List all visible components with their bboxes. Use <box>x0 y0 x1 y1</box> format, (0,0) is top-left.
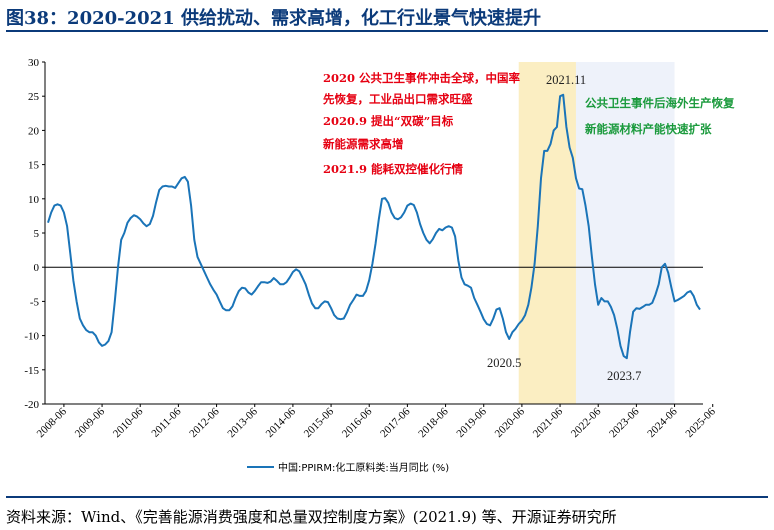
annotation-red-3: 2020.9 提出“双碳”目标 <box>323 114 454 128</box>
point-label-1: 2021.11 <box>546 73 586 87</box>
x-tick-label: 2011-06 <box>149 405 183 439</box>
x-tick-label: 2017-06 <box>378 405 413 440</box>
y-tick-label: 5 <box>34 228 40 240</box>
shaded-bands <box>518 62 675 404</box>
y-tick-label: -5 <box>30 296 40 308</box>
y-tick-label: 0 <box>34 262 40 274</box>
y-tick-label: 30 <box>28 57 40 69</box>
legend-label: 中国:PPIRM:化工原料类:当月同比 (%) <box>278 461 449 474</box>
x-tick-label: 2010-06 <box>111 405 146 440</box>
chart-legend: 中国:PPIRM:化工原料类:当月同比 (%) <box>247 461 449 474</box>
annotation-green-2: 新能源材料产能快速扩张 <box>585 122 712 136</box>
x-tick-label: 2009-06 <box>73 405 108 440</box>
x-tick-label: 2018-06 <box>416 405 451 440</box>
x-tick-label: 2024-06 <box>645 405 680 440</box>
x-tick-label: 2014-06 <box>264 405 299 440</box>
x-tick-label: 2016-06 <box>340 405 375 440</box>
title-underline <box>6 30 768 32</box>
x-tick-label: 2019-06 <box>454 405 489 440</box>
shaded-region-1 <box>518 62 576 404</box>
chart-title: 图38：2020-2021 供给扰动、需求高增，化工行业景气快速提升 <box>6 8 541 29</box>
x-tick-label: 2020-06 <box>493 405 528 440</box>
x-tick-label: 2025-06 <box>683 405 718 440</box>
source-note: 资料来源：Wind、《完善能源消费强度和总量双控制度方案》(2021.9) 等、… <box>6 508 617 526</box>
shaded-region-2 <box>575 62 675 404</box>
x-tick-label: 2021-06 <box>531 405 566 440</box>
x-tick-label: 2012-06 <box>187 405 222 440</box>
y-tick-label: -10 <box>24 331 39 343</box>
annotation-red-1: 2020 公共卫生事件冲击全球，中国率 <box>323 71 521 85</box>
x-tick-label: 2023-06 <box>607 405 642 440</box>
footer-rule <box>6 496 768 498</box>
x-tick-label: 2013-06 <box>225 405 260 440</box>
x-tick-label: 2008-06 <box>35 405 70 440</box>
annotation-red-2: 先恢复，工业品出口需求旺盛 <box>323 92 473 106</box>
series-lines <box>47 93 701 360</box>
annotation-red-4: 新能源需求高增 <box>323 137 404 151</box>
annotation-red-5: 2021.9 能耗双控催化行情 <box>323 162 464 176</box>
y-tick-label: 10 <box>28 194 40 206</box>
annotation-green-1: 公共卫生事件后海外生产恢复 <box>585 96 735 110</box>
y-tick-labels: 30 25 20 15 10 5 0 -5 -10 -15 -20 <box>24 57 45 411</box>
y-tick-label: 20 <box>28 125 40 137</box>
point-label-3: 2023.7 <box>607 369 641 383</box>
y-tick-label: 15 <box>28 160 40 172</box>
x-tick-label: 2015-06 <box>302 405 337 440</box>
point-label-2: 2020.5 <box>487 356 521 370</box>
x-tick-labels: 2008-06 2009-06 2010-06 2011-06 2012-06 2013-… <box>35 404 718 440</box>
x-tick-label: 2022-06 <box>569 405 604 440</box>
y-tick-label: -15 <box>24 365 39 377</box>
y-tick-label: -20 <box>24 399 39 411</box>
y-tick-label: 25 <box>28 91 40 103</box>
series-line-ppirm <box>47 93 701 360</box>
